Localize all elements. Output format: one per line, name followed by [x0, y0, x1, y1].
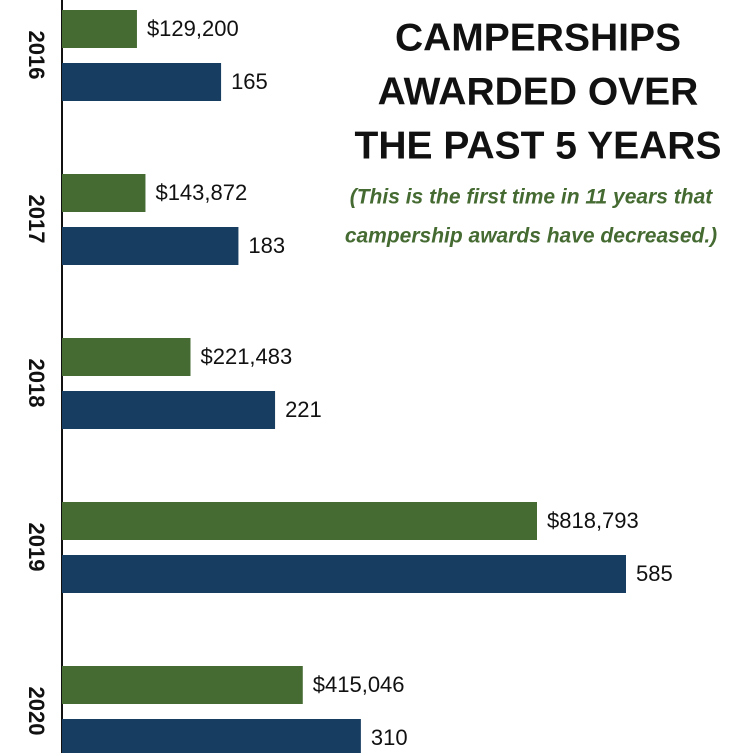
value-label: $818,793	[547, 508, 639, 533]
category-label: 2018	[24, 359, 49, 408]
bar	[62, 719, 361, 753]
bar	[62, 63, 222, 101]
bar	[62, 391, 276, 429]
bar	[62, 10, 137, 48]
bar	[62, 227, 239, 265]
category-label: 2020	[24, 687, 49, 736]
category-label: 2017	[24, 195, 49, 244]
value-label: $143,872	[155, 180, 247, 205]
chart-subtitle: (This is the first time in 11 years that	[350, 186, 714, 209]
bar	[62, 666, 303, 704]
value-label: $129,200	[147, 16, 239, 41]
category-label: 2019	[24, 523, 49, 572]
chart-subtitle: campership awards have decreased.)	[345, 225, 717, 248]
value-label: 183	[248, 233, 285, 258]
category-label: 2016	[24, 31, 49, 80]
value-label: $221,483	[200, 344, 292, 369]
value-label: 221	[285, 397, 322, 422]
chart-title: THE PAST 5 YEARS	[355, 124, 722, 167]
chart-title: CAMPERSHIPS	[395, 16, 681, 59]
chart-title: AWARDED OVER	[378, 70, 699, 113]
bar	[62, 338, 191, 376]
bar	[62, 174, 146, 212]
value-label: 165	[231, 69, 268, 94]
value-label: 310	[371, 725, 408, 750]
value-label: $415,046	[313, 672, 405, 697]
bar	[62, 502, 537, 540]
value-label: 585	[636, 561, 673, 586]
bar	[62, 555, 626, 593]
